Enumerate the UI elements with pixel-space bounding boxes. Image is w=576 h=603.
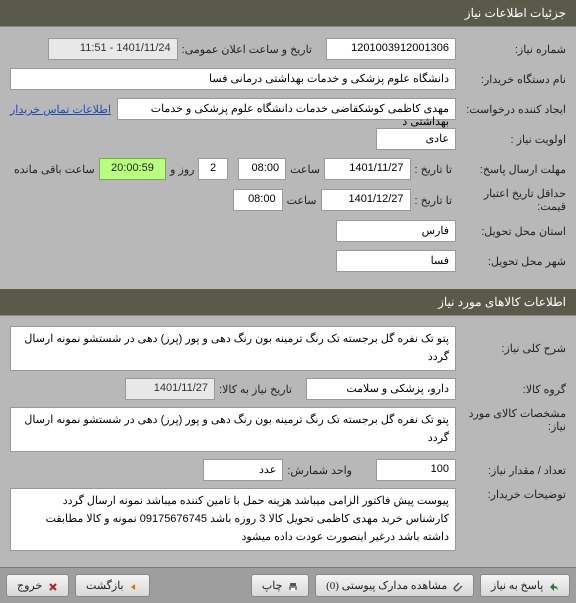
reply-button[interactable]: پاسخ به نیاز — [480, 574, 570, 597]
province-label: استان محل تحویل: — [456, 225, 566, 238]
back-button[interactable]: بازگشت — [75, 574, 150, 597]
price-valid-date-value: 1401/12/27 — [321, 189, 411, 211]
group-label: گروه کالا: — [456, 383, 566, 396]
desc-label: شرح کلی نیاز: — [456, 342, 566, 355]
need-number-value: 1201003912001306 — [326, 38, 456, 60]
creator-value: مهدی کاظمی کوشکقاضی خدمات دانشگاه علوم پ… — [117, 98, 456, 120]
price-valid-from-label: تا تاریخ : — [411, 194, 456, 207]
reply-label: پاسخ به نیاز — [491, 580, 543, 592]
deadline-from-label: تا تاریخ : — [411, 163, 456, 176]
footer-toolbar: پاسخ به نیاز مشاهده مدارک پیوستی (0) چاپ… — [0, 567, 576, 603]
notes-value: پیوست پیش فاکتور الزامی میباشد هزینه حمل… — [10, 488, 456, 551]
attachments-label: مشاهده مدارک پیوستی (0) — [326, 580, 447, 592]
print-label: چاپ — [262, 580, 283, 592]
city-label: شهر محل تحویل: — [456, 255, 566, 268]
qty-label: تعداد / مقدار نیاز: — [456, 464, 566, 477]
need-date-value: 1401/11/27 — [125, 378, 215, 400]
item-info-form: شرح کلی نیاز: پتو تک نفره گل برجسته تک ر… — [0, 316, 576, 567]
panel-title: جزئیات اطلاعات نیاز — [465, 6, 566, 20]
priority-label: اولویت نیاز : — [456, 133, 566, 146]
panel-item-info-header: اطلاعات کالاهای مورد نیاز — [0, 289, 576, 316]
group-value: دارو، پزشکی و سلامت — [306, 378, 456, 400]
back-label: بازگشت — [86, 580, 124, 592]
days-label: روز و — [166, 163, 198, 176]
deadline-time-value: 08:00 — [238, 158, 286, 180]
print-button[interactable]: چاپ — [251, 574, 309, 597]
exit-icon — [48, 582, 58, 592]
unit-label: واحد شمارش: — [283, 464, 356, 477]
days-remaining-value: 2 — [198, 158, 227, 180]
spec-value: پتو تک نفره گل برجسته تک رنگ ترمینه بون … — [10, 407, 456, 452]
exit-button[interactable]: خروج — [6, 574, 69, 597]
contact-buyer-link[interactable]: اطلاعات تماس خریدار — [10, 103, 111, 116]
announce-label: تاریخ و ساعت اعلان عمومی: — [178, 43, 316, 56]
price-valid-label: حداقل تاریخ اعتبار قیمت: — [456, 187, 566, 213]
need-details-form: شماره نیاز: 1201003912001306 تاریخ و ساع… — [0, 27, 576, 289]
announce-value: 1401/11/24 - 11:51 — [48, 38, 178, 60]
spec-label: مشخصات کالای مورد نیاز: — [456, 407, 566, 433]
countdown-timer: 20:00:59 — [99, 158, 166, 180]
province-value: فارس — [336, 220, 456, 242]
city-value: فسا — [336, 250, 456, 272]
attachments-button[interactable]: مشاهده مدارک پیوستی (0) — [315, 574, 474, 597]
exit-label: خروج — [17, 580, 42, 592]
notes-label: توضیحات خریدار: — [456, 488, 566, 501]
creator-label: ایجاد کننده درخواست: — [456, 103, 566, 116]
panel2-title: اطلاعات کالاهای مورد نیاز — [438, 295, 566, 309]
panel-need-details-header: جزئیات اطلاعات نیاز — [0, 0, 576, 27]
unit-value: عدد — [203, 459, 283, 481]
remain-label: ساعت باقی مانده — [10, 163, 99, 176]
qty-value: 100 — [376, 459, 456, 481]
attachment-icon — [453, 582, 463, 592]
priority-value: عادی — [376, 128, 456, 150]
deadline-reply-label: مهلت ارسال پاسخ: — [456, 163, 566, 176]
price-valid-time-value: 08:00 — [233, 189, 283, 211]
desc-value: پتو تک نفره گل برجسته تک رنگ ترمینه بون … — [10, 326, 456, 371]
time-label-2: ساعت — [283, 194, 321, 207]
need-date-label: تاریخ نیاز به کالا: — [215, 383, 296, 396]
buyer-label: نام دستگاه خریدار: — [456, 73, 566, 86]
reply-icon — [549, 582, 559, 592]
print-icon — [288, 582, 298, 592]
deadline-date-value: 1401/11/27 — [324, 158, 411, 180]
buyer-value: دانشگاه علوم پزشکی و خدمات بهداشتی درمان… — [10, 68, 456, 90]
back-icon — [129, 582, 139, 592]
time-label-1: ساعت — [286, 163, 324, 176]
need-number-label: شماره نیاز: — [456, 43, 566, 56]
